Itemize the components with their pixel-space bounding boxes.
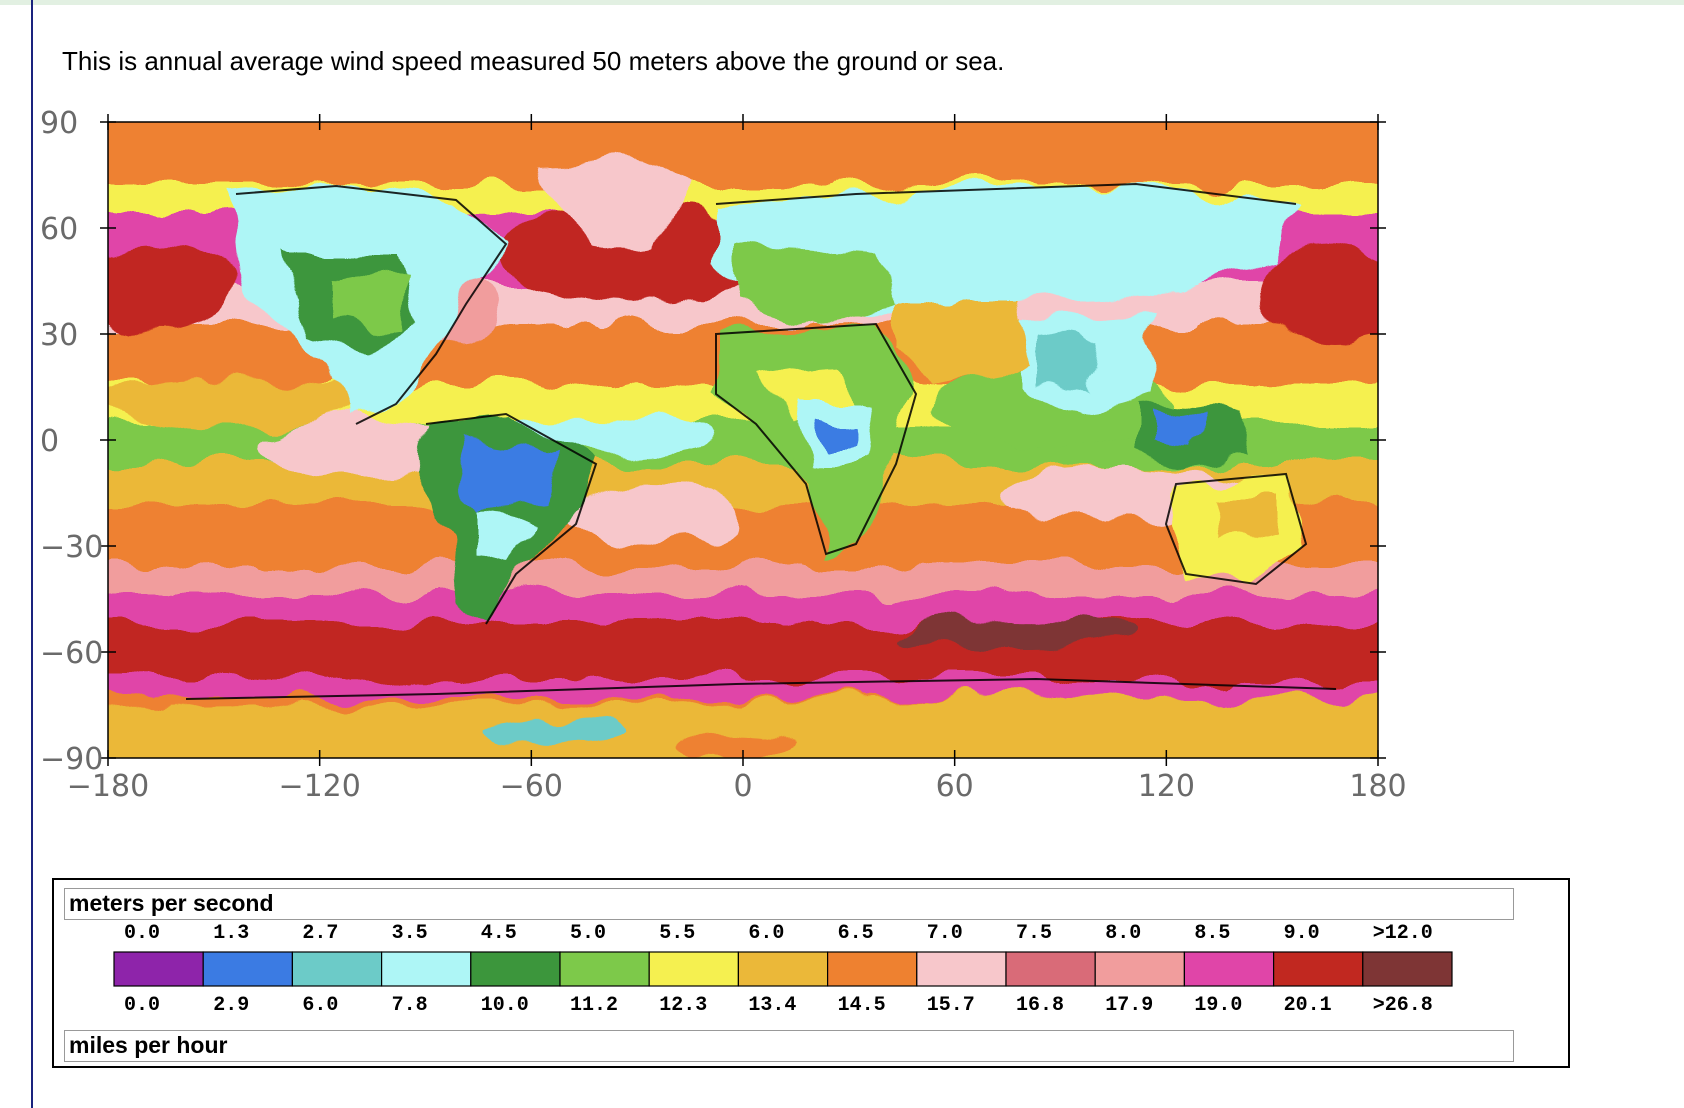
legend-swatch [648, 951, 740, 987]
legend-swatch [737, 951, 829, 987]
y-tick-label: −60 [40, 636, 103, 671]
legend-mps-value: 0.0 [124, 922, 160, 945]
legend-mps-value: 8.0 [1105, 922, 1141, 945]
legend-mph-value: 7.8 [392, 994, 428, 1017]
legend-mps-value: 3.5 [392, 922, 428, 945]
legend-swatch [1272, 951, 1364, 987]
x-tick-label: 0 [733, 769, 752, 804]
legend-swatch [202, 951, 293, 987]
legend-swatch [1362, 951, 1453, 987]
legend-mps-value: 2.7 [302, 922, 338, 945]
axis-ticks [100, 114, 1386, 766]
left-border-line [31, 0, 33, 1108]
legend-swatch [559, 951, 650, 987]
coastlines [185, 182, 1337, 700]
legend-mph-value: >26.8 [1373, 994, 1433, 1017]
legend-unit-miles-per-hour: miles per hour [64, 1030, 1514, 1062]
legend-mps-value: 6.0 [748, 922, 784, 945]
legend-mps-value: 5.0 [570, 922, 606, 945]
legend-mps-value: 7.5 [1016, 922, 1052, 945]
legend-mps-value: 5.5 [659, 922, 695, 945]
x-axis-labels: −180 −120 −60 0 60 120 180 [67, 769, 1407, 804]
x-tick-label: 120 [1138, 769, 1195, 804]
legend-mph-values: 0.0 2.9 6.0 7.8 10.0 11.2 12.3 13.4 14.5 15.7 16.8… [124, 994, 1433, 1017]
y-tick-label: 30 [40, 318, 78, 353]
y-tick-label: 90 [40, 106, 78, 141]
legend-mph-value: 19.0 [1194, 994, 1242, 1017]
top-band [0, 0, 1684, 5]
legend-mph-value: 2.9 [213, 994, 249, 1017]
legend-mps-value: 4.5 [481, 922, 517, 945]
x-tick-label: −180 [67, 769, 149, 804]
legend-swatch [113, 951, 204, 987]
legend-mph-value: 20.1 [1284, 994, 1332, 1017]
legend-mph-value: 16.8 [1016, 994, 1064, 1017]
wind-speed-map: −180 −120 −60 0 60 120 180 90 60 30 0 −30 −60 −90 [36, 104, 1536, 864]
legend-mph-value: 0.0 [124, 994, 160, 1017]
x-tick-label: −60 [500, 769, 563, 804]
legend-mps-value: 1.3 [213, 922, 249, 945]
y-tick-label: −30 [40, 530, 103, 565]
legend-unit-meters-per-second: meters per second [64, 888, 1514, 920]
wind-field [108, 122, 1378, 758]
legend-mph-value: 15.7 [927, 994, 975, 1017]
legend-graphic: 0.0 1.3 2.7 3.5 4.5 5.0 5.5 6.0 6.5 7.0 7.5 8.0 8.5 9… [113, 922, 1453, 1017]
legend-mph-value: 11.2 [570, 994, 618, 1017]
legend-mps-values: 0.0 1.3 2.7 3.5 4.5 5.0 5.5 6.0 6.5 7.0 7.5 8.0 8.5 9… [124, 922, 1433, 945]
legend-swatch [1094, 951, 1185, 987]
legend-swatch [1005, 951, 1096, 987]
legend-mps-value: >12.0 [1373, 922, 1433, 945]
legend-swatch [381, 951, 472, 987]
x-tick-label: 180 [1349, 769, 1406, 804]
legend-mph-value: 6.0 [302, 994, 338, 1017]
y-axis-labels: 90 60 30 0 −30 −60 −90 [40, 106, 103, 777]
wind-speed-legend: meters per second 0.0 1.3 2.7 3.5 4.5 5.0 5.5 6… [52, 878, 1570, 1068]
x-tick-label: −120 [278, 769, 360, 804]
legend-swatch [1183, 951, 1275, 987]
legend-swatch [470, 951, 561, 987]
y-tick-label: 0 [40, 424, 59, 459]
x-tick-label: 60 [936, 769, 974, 804]
caption-text: This is annual average wind speed measur… [62, 46, 1005, 76]
legend-mph-value: 12.3 [659, 994, 707, 1017]
legend-mph-value: 13.4 [748, 994, 796, 1017]
legend-swatch [291, 951, 383, 987]
legend-mps-value: 7.0 [927, 922, 963, 945]
legend-mph-value: 14.5 [838, 994, 886, 1017]
legend-color-bar [113, 951, 1453, 987]
legend-mph-value: 10.0 [481, 994, 529, 1017]
legend-swatch [916, 951, 1007, 987]
legend-mph-value: 17.9 [1105, 994, 1153, 1017]
legend-mps-value: 8.5 [1194, 922, 1230, 945]
y-tick-label: 60 [40, 212, 78, 247]
legend-swatch [826, 951, 918, 987]
legend-mps-value: 6.5 [838, 922, 874, 945]
y-tick-label: −90 [40, 742, 103, 777]
legend-mps-value: 9.0 [1284, 922, 1320, 945]
